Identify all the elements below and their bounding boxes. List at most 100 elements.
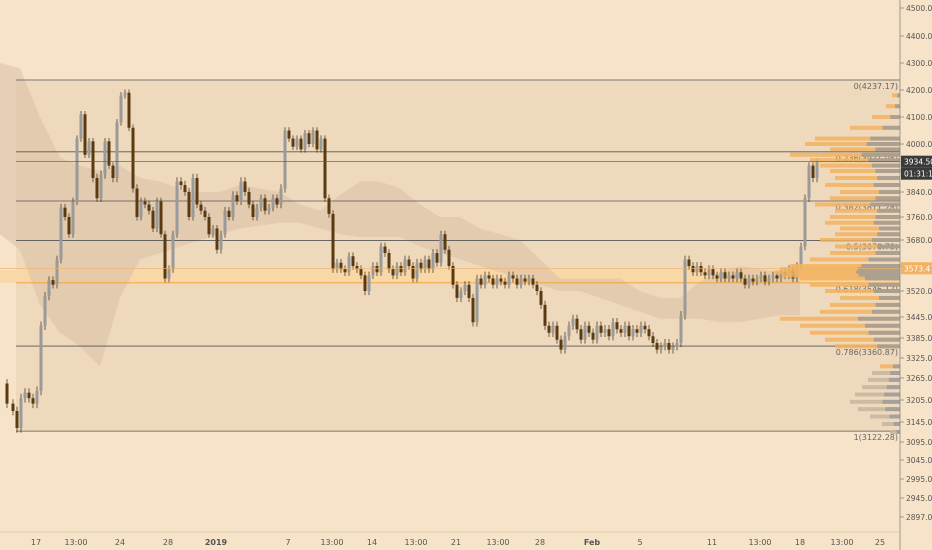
candle-body <box>671 346 675 350</box>
y-tick-label: 3045.00 <box>906 456 932 465</box>
candle-body <box>651 336 655 343</box>
candle-body <box>703 272 707 276</box>
candle-body <box>343 269 347 273</box>
x-tick-label: Feb <box>584 538 601 547</box>
candle-body <box>243 181 247 192</box>
x-tick-label: 18 <box>795 538 805 547</box>
candle-body <box>739 272 743 279</box>
fib-label-0.786: 0.786(3360.87) <box>836 348 898 357</box>
candle-body <box>615 322 619 330</box>
candle-body <box>799 246 803 266</box>
candle-body <box>359 269 363 276</box>
x-tick-label: 13:00 <box>486 538 509 547</box>
candle-body <box>291 138 295 147</box>
candle-body <box>499 278 503 282</box>
candle-body <box>215 228 219 250</box>
candle-body <box>495 278 499 285</box>
volume-profile-bar <box>880 364 900 369</box>
candle-body <box>815 161 819 178</box>
candle-body <box>39 325 43 391</box>
candle-body <box>543 304 547 326</box>
candle-body <box>311 130 315 144</box>
candle-body <box>771 275 775 279</box>
y-tick-label: 4200.00 <box>906 86 932 95</box>
candle-body <box>423 259 427 270</box>
x-tick-label: 28 <box>163 538 173 547</box>
volume-profile-bar <box>810 282 900 287</box>
x-tick-label: 13:00 <box>830 538 853 547</box>
candle-body <box>23 392 27 399</box>
candle-body <box>275 198 279 205</box>
candle-body <box>99 174 103 199</box>
volume-profile-bar-inner <box>858 273 900 278</box>
volume-profile-bar <box>775 270 900 275</box>
candle-body <box>647 329 651 337</box>
candle-body <box>595 325 599 340</box>
y-tick-label: 4500.00 <box>906 4 932 13</box>
candle-body <box>139 201 143 217</box>
y-tick-label: 2897.00 <box>906 513 932 522</box>
candle-body <box>399 266 403 273</box>
volume-profile-bar <box>872 115 900 119</box>
candle-body <box>131 127 135 189</box>
candle-body <box>387 253 391 270</box>
candle-body <box>395 266 399 276</box>
price-layer <box>5 89 819 433</box>
candle-body <box>315 130 319 150</box>
volume-profile-bar <box>830 215 900 219</box>
volume-profile-bar-inner <box>889 414 900 419</box>
candle-body <box>335 262 339 270</box>
volume-profile-bar <box>782 273 900 278</box>
current-price-label: 3934.50 <box>904 158 932 167</box>
candle-body <box>519 278 523 285</box>
volume-profile-bar-inner <box>873 337 900 342</box>
volume-profile-bar-inner <box>885 407 900 412</box>
candle-body <box>623 325 627 333</box>
candle-body <box>727 275 731 279</box>
volume-profile-bar <box>890 430 900 434</box>
candle-body <box>459 291 463 298</box>
volume-profile-bar <box>800 276 900 281</box>
volume-profile-bar-inner <box>868 158 900 163</box>
candle-body <box>327 198 331 214</box>
candle-body <box>743 278 747 285</box>
candle-body <box>231 195 235 217</box>
volume-profile-bar-inner <box>895 104 900 109</box>
candle-body <box>339 262 343 270</box>
candle-body <box>371 266 375 276</box>
volume-profile-bar-inner <box>868 257 900 262</box>
candle-body <box>559 339 563 350</box>
candle-body <box>323 138 327 199</box>
y-tick-label: 3840.00 <box>906 188 932 197</box>
volume-profile-bar-inner <box>875 302 900 307</box>
y-tick-label: 3205.00 <box>906 396 932 405</box>
candle-body <box>179 181 183 185</box>
cloud-area <box>0 63 800 367</box>
volume-profile-bar <box>810 257 900 262</box>
volume-profile-bar-inner <box>879 295 900 300</box>
volume-profile-bar <box>815 202 900 207</box>
candle-body <box>71 201 75 235</box>
candle-body <box>483 275 487 285</box>
candle-body <box>143 201 147 205</box>
candle-body <box>391 269 395 276</box>
candle-body <box>811 165 815 178</box>
candle-body <box>19 398 23 428</box>
countdown-box <box>901 167 932 180</box>
candle-body <box>731 275 735 279</box>
cloud-layer <box>0 63 800 367</box>
candle-body <box>123 92 127 96</box>
candle-body <box>603 329 607 333</box>
volume-profile-bar <box>780 316 900 321</box>
volume-profile-bar-inner <box>877 232 900 237</box>
candle-body <box>283 130 287 189</box>
volume-profile-bar-inner <box>897 93 900 98</box>
candle-body <box>687 259 691 266</box>
y-tick-label: 3385.00 <box>906 334 932 343</box>
candle-body <box>403 259 407 273</box>
volume-profile-bar-inner <box>879 226 900 231</box>
candle-body <box>535 284 539 291</box>
candle-body <box>207 217 211 235</box>
candle-body <box>551 325 555 333</box>
candle-body <box>159 201 163 235</box>
